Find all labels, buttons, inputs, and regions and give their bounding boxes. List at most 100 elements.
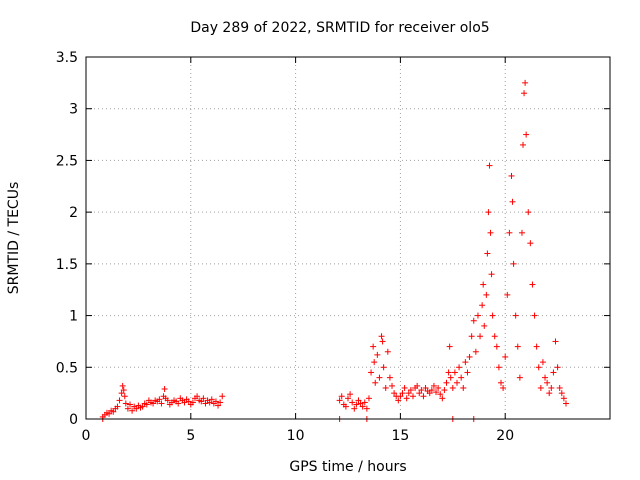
data-point <box>484 250 491 257</box>
data-point <box>414 382 421 389</box>
data-point <box>212 398 219 405</box>
data-point <box>502 353 509 360</box>
data-point <box>200 395 207 402</box>
chart-title: Day 289 of 2022, SRMTID for receiver olo… <box>190 20 489 36</box>
data-point <box>512 312 519 319</box>
x-tick-label: 5 <box>186 428 195 444</box>
data-point <box>359 403 366 410</box>
data-point <box>342 403 349 410</box>
x-tick-label: 10 <box>287 428 305 444</box>
data-point <box>349 399 356 406</box>
data-point <box>372 379 379 386</box>
data-point <box>462 359 469 366</box>
data-point <box>110 408 117 415</box>
data-point <box>158 400 165 407</box>
data-point <box>446 343 453 350</box>
data-point <box>453 379 460 386</box>
data-point <box>378 333 385 340</box>
data-point <box>508 172 515 179</box>
data-point <box>480 281 487 288</box>
y-tick-label: 2 <box>69 205 78 221</box>
data-point <box>510 260 517 267</box>
data-point <box>466 353 473 360</box>
y-tick-label: 1.5 <box>56 257 78 273</box>
data-point <box>537 384 544 391</box>
data-point <box>143 401 150 408</box>
axis-ticks: 0 5 10 15 20 0 0.5 1 1.5 2 2.5 3 3.5 <box>56 50 610 444</box>
data-point <box>416 390 423 397</box>
y-tick-label: 2.5 <box>56 153 78 169</box>
data-point <box>371 359 378 366</box>
data-point <box>529 281 536 288</box>
data-point <box>336 397 343 404</box>
data-point <box>403 395 410 402</box>
data-point <box>443 379 450 386</box>
data-point <box>395 397 402 404</box>
data-point <box>560 395 567 402</box>
data-point <box>185 398 192 405</box>
data-point <box>477 333 484 340</box>
data-point <box>498 379 505 386</box>
data-point <box>355 397 362 404</box>
data-point <box>562 400 569 407</box>
data-point <box>189 399 196 406</box>
data-point <box>215 402 222 409</box>
data-point <box>470 317 477 324</box>
data-point <box>488 271 495 278</box>
data-point <box>486 162 493 169</box>
data-point <box>389 382 396 389</box>
data-point <box>558 390 565 397</box>
data-point <box>493 343 500 350</box>
data-point <box>361 399 368 406</box>
y-tick-label: 3.5 <box>56 50 78 66</box>
data-point <box>407 387 414 394</box>
data-point <box>472 348 479 355</box>
data-point <box>156 396 163 403</box>
data-point <box>451 369 458 376</box>
data-point <box>405 390 412 397</box>
data-point <box>219 393 226 400</box>
data-point <box>386 374 393 381</box>
data-point <box>522 79 529 86</box>
data-point <box>474 312 481 319</box>
data-point <box>353 401 360 408</box>
data-point <box>175 400 182 407</box>
data-point <box>376 374 383 381</box>
data-point <box>106 410 113 417</box>
x-tick-label: 20 <box>496 428 514 444</box>
data-point <box>202 400 209 407</box>
data-point <box>520 141 527 148</box>
data-point <box>458 374 465 381</box>
data-point <box>345 395 351 402</box>
data-point <box>548 384 555 391</box>
data-point <box>489 312 496 319</box>
data-point <box>370 343 377 350</box>
data-point <box>351 405 358 412</box>
data-point <box>533 343 540 350</box>
plot-frame <box>85 56 611 420</box>
data-point <box>338 393 345 400</box>
data-point <box>347 391 354 398</box>
data-point <box>397 393 404 400</box>
data-point <box>391 390 398 397</box>
data-point <box>509 198 516 205</box>
data-point <box>500 384 507 391</box>
data-point <box>483 291 490 298</box>
data-point <box>433 389 440 396</box>
data-point <box>150 400 157 407</box>
data-point <box>544 379 551 386</box>
data-point <box>523 131 530 138</box>
y-tick-label: 0.5 <box>56 360 78 376</box>
data-point <box>439 395 446 402</box>
data-point <box>428 387 435 394</box>
y-axis-label: SRMTID / TECUs <box>6 182 22 295</box>
data-point <box>527 240 534 247</box>
data-point <box>514 343 521 350</box>
data-point <box>129 407 136 414</box>
grid-lines <box>86 57 610 419</box>
data-point <box>124 405 131 412</box>
data-point <box>119 382 126 389</box>
data-point <box>445 369 452 376</box>
data-point <box>161 386 168 393</box>
